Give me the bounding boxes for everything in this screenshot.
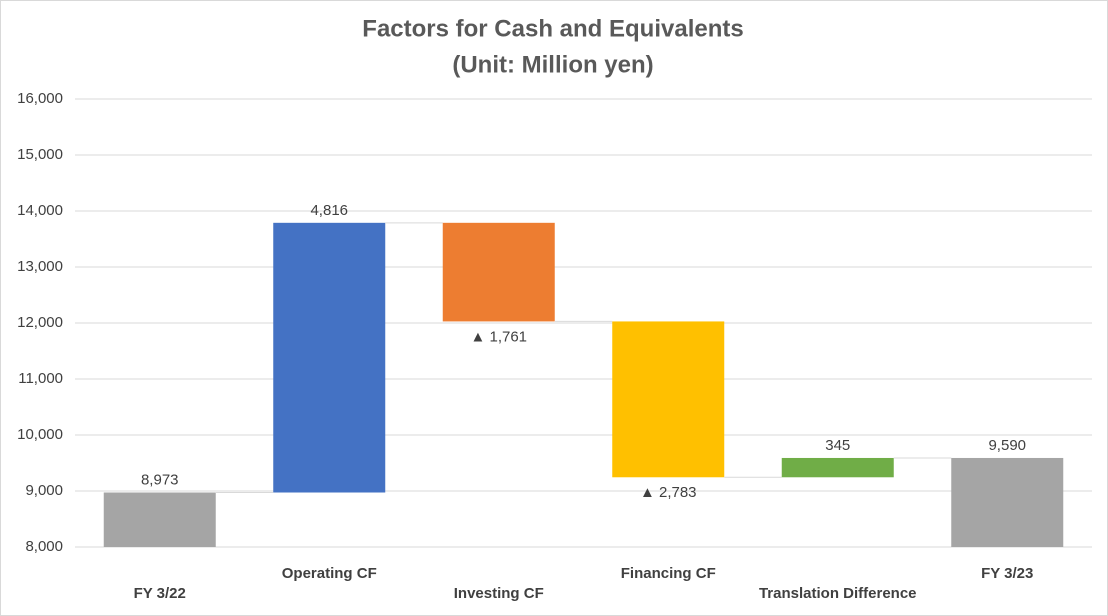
x-tick-label: FY 3/23 <box>981 565 1033 582</box>
data-label: 9,590 <box>988 437 1026 454</box>
y-tick-label: 15,000 <box>17 146 63 163</box>
bar <box>442 222 555 322</box>
y-tick-label: 12,000 <box>17 314 63 331</box>
chart-subtitle: (Unit: Million yen) <box>452 51 653 78</box>
x-tick-label: Operating CF <box>282 565 377 582</box>
y-tick-label: 14,000 <box>17 202 63 219</box>
y-tick-label: 10,000 <box>17 426 63 443</box>
y-tick-label: 9,000 <box>25 482 63 499</box>
data-label: ▲ 2,783 <box>640 484 697 501</box>
bar <box>273 222 386 493</box>
y-tick-label: 11,000 <box>18 370 63 387</box>
x-tick-label: Financing CF <box>621 565 716 582</box>
bar <box>103 492 216 547</box>
y-tick-label: 13,000 <box>17 258 63 275</box>
x-tick-label: Translation Difference <box>759 585 917 602</box>
y-tick-label: 16,000 <box>17 90 63 107</box>
bar <box>612 321 725 478</box>
data-label: ▲ 1,761 <box>470 328 527 345</box>
chart-title: Factors for Cash and Equivalents <box>362 15 743 42</box>
data-label: 4,816 <box>310 202 348 219</box>
x-tick-label: Investing CF <box>454 585 544 602</box>
bar <box>951 457 1064 547</box>
x-tick-label: FY 3/22 <box>134 585 186 602</box>
data-label: 345 <box>825 437 850 454</box>
y-tick-label: 8,000 <box>25 538 63 555</box>
bar <box>781 457 894 478</box>
data-label: 8,973 <box>141 471 179 488</box>
